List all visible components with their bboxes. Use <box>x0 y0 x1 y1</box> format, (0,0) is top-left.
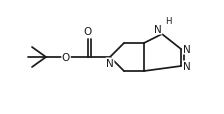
Text: O: O <box>62 53 70 62</box>
Text: N: N <box>154 25 162 35</box>
Text: N: N <box>183 61 191 71</box>
Text: H: H <box>165 17 171 26</box>
Text: O: O <box>84 27 92 37</box>
Text: N: N <box>183 45 191 54</box>
Text: N: N <box>106 58 114 68</box>
